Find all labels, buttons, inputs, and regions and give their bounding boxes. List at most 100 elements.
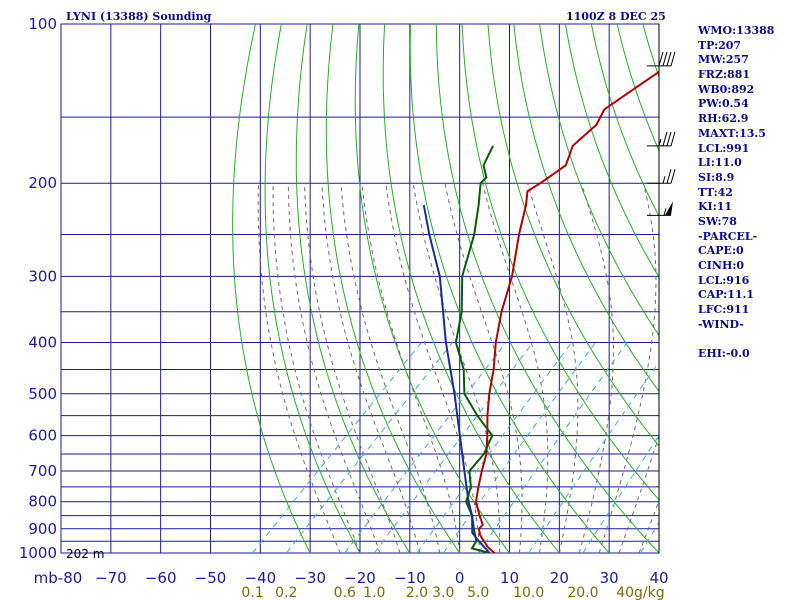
moist-adiabat: [287, 183, 381, 553]
stability-index-item: SW:78: [698, 214, 737, 228]
temperature-tick-label: mb-80: [34, 569, 83, 587]
mixing-ratio-label: 0.1: [241, 585, 263, 600]
wind-barbs: [647, 24, 676, 553]
dry-adiabat: [232, 24, 311, 553]
mixing-ratio-line: [373, 342, 534, 553]
moist-adiabat: [257, 183, 341, 553]
mixing-ratio-line: [477, 342, 628, 553]
stability-index-item: CINH:0: [698, 259, 745, 272]
moist-adiabat: [482, 183, 549, 553]
stability-index-item: LCL:916: [698, 273, 750, 287]
stability-index-item: TP:207: [698, 38, 742, 52]
chart-title: LYNI (13388) Sounding: [66, 10, 212, 23]
sounding-profiles: [422, 70, 659, 553]
temperature-tick-label: −50: [195, 569, 227, 587]
moist-adiabat: [385, 183, 481, 553]
dry-adiabat: [461, 24, 659, 501]
wind-barb: [647, 51, 676, 67]
stability-index-item: PW:0.54: [698, 97, 749, 111]
wind-barb: [647, 201, 673, 216]
moist-adiabat: [304, 183, 401, 553]
chart-datetime: 1100Z 8 DEC 25: [566, 10, 666, 23]
dry-adiabat: [295, 24, 411, 553]
pressure-tick-label: 1000: [19, 544, 57, 562]
mixing-ratio-lines: [252, 342, 659, 553]
stability-index-item: FRZ:881: [698, 68, 751, 82]
temperature-tick-label: 10: [500, 569, 519, 587]
mixing-ratio-label: 5.0: [467, 585, 489, 600]
stability-index-item: MAXT:13.5: [698, 126, 766, 140]
dry-adiabat: [539, 24, 659, 337]
pressure-tick-label: 600: [28, 427, 57, 445]
parcel-profile-line: [422, 204, 491, 553]
pressure-tick-label: 100: [28, 15, 57, 33]
mixing-ratio-label: 1.0: [363, 585, 385, 600]
stability-index-item: [698, 332, 774, 347]
temperature-tick-label: −30: [294, 569, 326, 587]
pressure-tick-label: 400: [28, 334, 57, 352]
dry-adiabat: [382, 24, 560, 553]
moist-adiabat: [578, 183, 614, 553]
pressure-tick-label: 300: [28, 267, 57, 285]
stability-index-item: LFC:911: [698, 303, 750, 317]
dry-adiabat: [409, 24, 610, 553]
mixing-ratio-label: 0.2: [275, 585, 297, 600]
dry-adiabat: [487, 24, 659, 447]
stability-index-item: WB0:892: [698, 82, 755, 96]
stability-index-item: EHI:-0.0: [698, 347, 750, 361]
mixing-ratio-label: 40g/kg: [616, 585, 664, 600]
pressure-tick-label: 900: [28, 520, 57, 538]
pressure-tick-label: 500: [28, 385, 57, 403]
dry-adiabat: [435, 24, 659, 553]
dry-adiabat: [513, 24, 659, 393]
stability-index-item: CAP:11.1: [698, 288, 755, 302]
moist-adiabat: [444, 183, 523, 553]
wind-barb: [647, 169, 676, 184]
stability-index-item: CAPE:0: [698, 244, 744, 258]
mixing-ratio-label: 3.0: [432, 585, 454, 600]
stability-index-item: WMO:13388: [698, 24, 775, 37]
moist-adiabat: [272, 183, 361, 553]
mixing-ratio-label: 2.0: [406, 585, 428, 600]
pressure-tick-label: 800: [28, 493, 57, 511]
temperature-tick-label: −60: [145, 569, 177, 587]
mixing-ratio-line: [344, 342, 507, 553]
dry-adiabat: [772, 24, 800, 553]
temperature-profile-line: [475, 70, 659, 553]
temperature-tick-label: −70: [95, 569, 127, 587]
moist-adiabat: [412, 183, 501, 553]
mixing-ratio-label: 20.0: [567, 585, 598, 600]
moist-adiabats: [257, 183, 659, 553]
isobar-isotherm-grid: [60, 23, 660, 554]
mixing-ratio-line: [416, 342, 573, 553]
dry-adiabat: [564, 24, 659, 279]
pressure-axis-labels: 100 200 300 400 500 600 700 800 900 1000: [19, 15, 57, 562]
pressure-tick-label: 700: [28, 462, 57, 480]
moist-adiabat: [598, 183, 657, 553]
stability-index-item: SI:8.9: [698, 170, 735, 184]
moist-adiabat: [618, 434, 659, 553]
temperature-tick-label: −40: [245, 569, 277, 587]
stability-index-item: LCL:991: [698, 141, 750, 155]
temperature-tick-label: −20: [344, 569, 376, 587]
stability-index-item: -WIND-: [698, 317, 744, 331]
moist-adiabat: [527, 183, 579, 553]
mixing-ratio-line: [285, 342, 453, 553]
moist-adiabat: [321, 183, 421, 553]
mixing-ratio-line: [639, 521, 659, 553]
moist-adiabat: [638, 499, 659, 553]
stability-index-item: KI:11: [698, 200, 733, 214]
mixing-ratio-line: [528, 361, 659, 553]
temperature-tick-label: 0: [455, 569, 465, 587]
wind-barb: [647, 131, 676, 147]
temperature-tick-label: 30: [600, 569, 619, 587]
pressure-tick-label: 200: [28, 174, 57, 192]
mixing-ratio-label: 0.6: [334, 585, 356, 600]
dewpoint-profile-line: [454, 145, 494, 553]
moist-adiabat: [361, 183, 461, 553]
stability-index-item: LI:11.0: [698, 156, 742, 170]
stability-index-item: -PARCEL-: [698, 229, 758, 243]
dry-adiabats: [232, 24, 800, 553]
